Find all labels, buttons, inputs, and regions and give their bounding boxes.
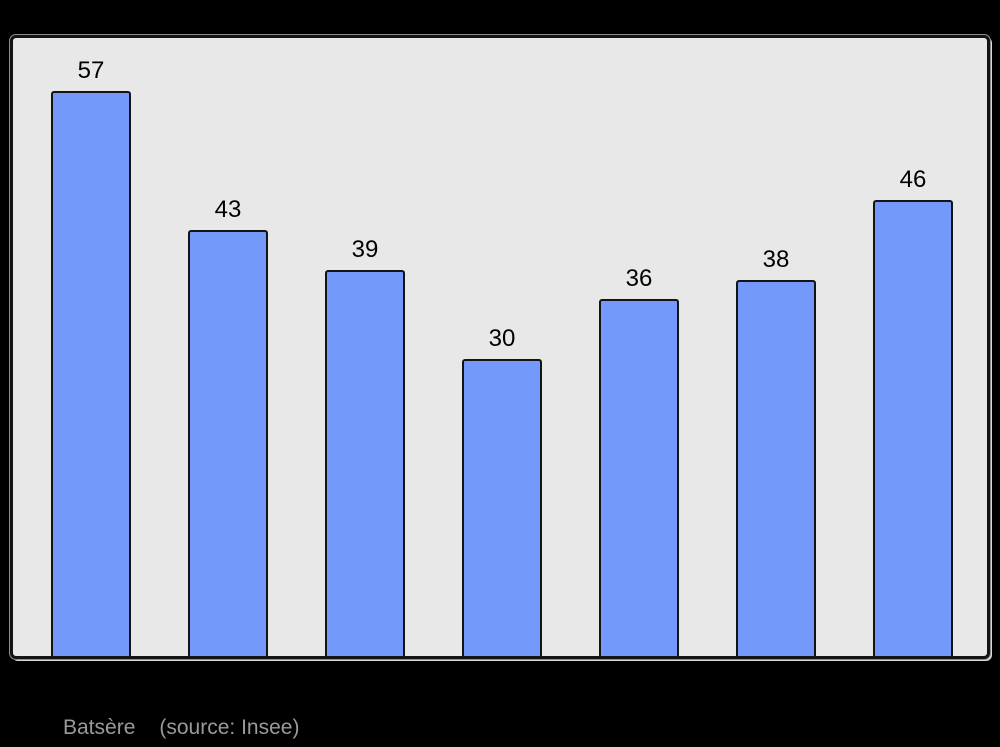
plot-area: 57 43 39 30 36 38 46 xyxy=(10,35,990,659)
bar xyxy=(325,270,405,656)
source-label: (source: Insee) xyxy=(159,716,300,739)
bar-value-label: 39 xyxy=(351,236,379,263)
bar-value-label: 38 xyxy=(762,246,790,273)
bar-value-label: 43 xyxy=(214,196,242,223)
bar xyxy=(873,200,953,656)
bar xyxy=(736,280,816,656)
bar-value-label: 57 xyxy=(77,57,105,84)
bar xyxy=(51,91,131,656)
bar-value-label: 30 xyxy=(488,325,516,352)
bar xyxy=(599,299,679,656)
bar xyxy=(188,230,268,656)
bar-value-label: 46 xyxy=(899,166,927,193)
place-label: Batsère xyxy=(63,716,136,739)
chart-footer: Batsère (source: Insee) xyxy=(63,716,299,740)
bar xyxy=(462,359,542,656)
bar-value-label: 36 xyxy=(625,265,653,292)
